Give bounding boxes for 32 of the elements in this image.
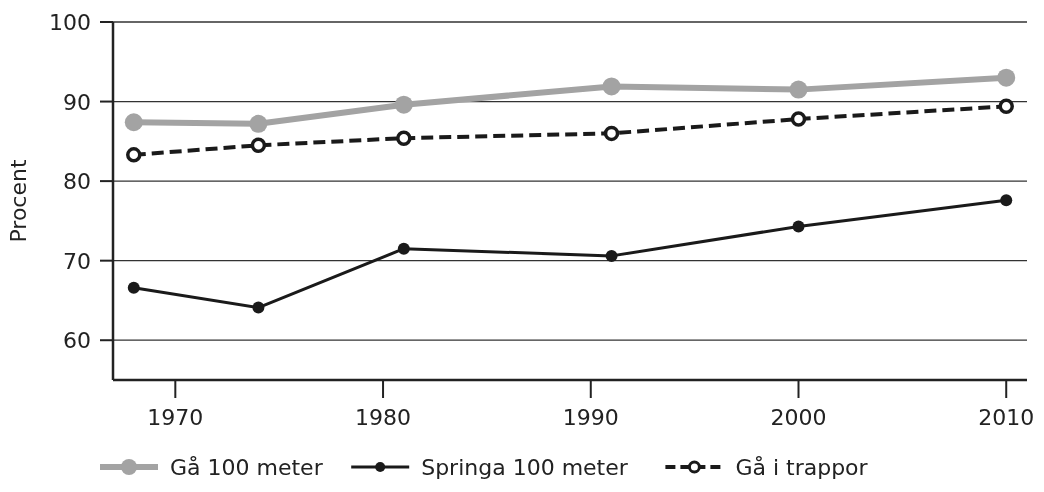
point (249, 114, 268, 133)
point (792, 220, 805, 233)
point (127, 281, 140, 294)
y-axis-title: Procent (6, 159, 31, 243)
legend-label: Springa 100 meter (421, 455, 629, 480)
point (603, 125, 620, 142)
x-tick-label: 1990 (562, 405, 619, 430)
point (602, 77, 621, 96)
point (252, 301, 265, 314)
point (789, 80, 808, 99)
y-tick-label: 80 (63, 169, 91, 195)
point (396, 130, 412, 146)
x-tick-label: 2010 (978, 405, 1035, 430)
y-tick-label: 70 (63, 248, 91, 274)
point (394, 95, 413, 114)
point (250, 137, 267, 154)
point (605, 249, 618, 262)
x-tick-label: 2000 (770, 405, 827, 430)
point (997, 68, 1016, 87)
x-tick-label: 1970 (147, 405, 204, 430)
point (397, 242, 410, 255)
legend-label: Gå i trappor (735, 455, 869, 480)
y-tick-label: 90 (63, 89, 91, 115)
point (126, 147, 142, 163)
y-tick-label: 60 (63, 328, 91, 354)
point (790, 111, 807, 127)
point (124, 113, 143, 132)
x-tick-label: 1980 (355, 405, 412, 430)
legend-label: Gå 100 meter (170, 455, 324, 480)
point (1000, 194, 1013, 207)
point (998, 98, 1014, 115)
y-tick-label: 100 (49, 10, 91, 35)
